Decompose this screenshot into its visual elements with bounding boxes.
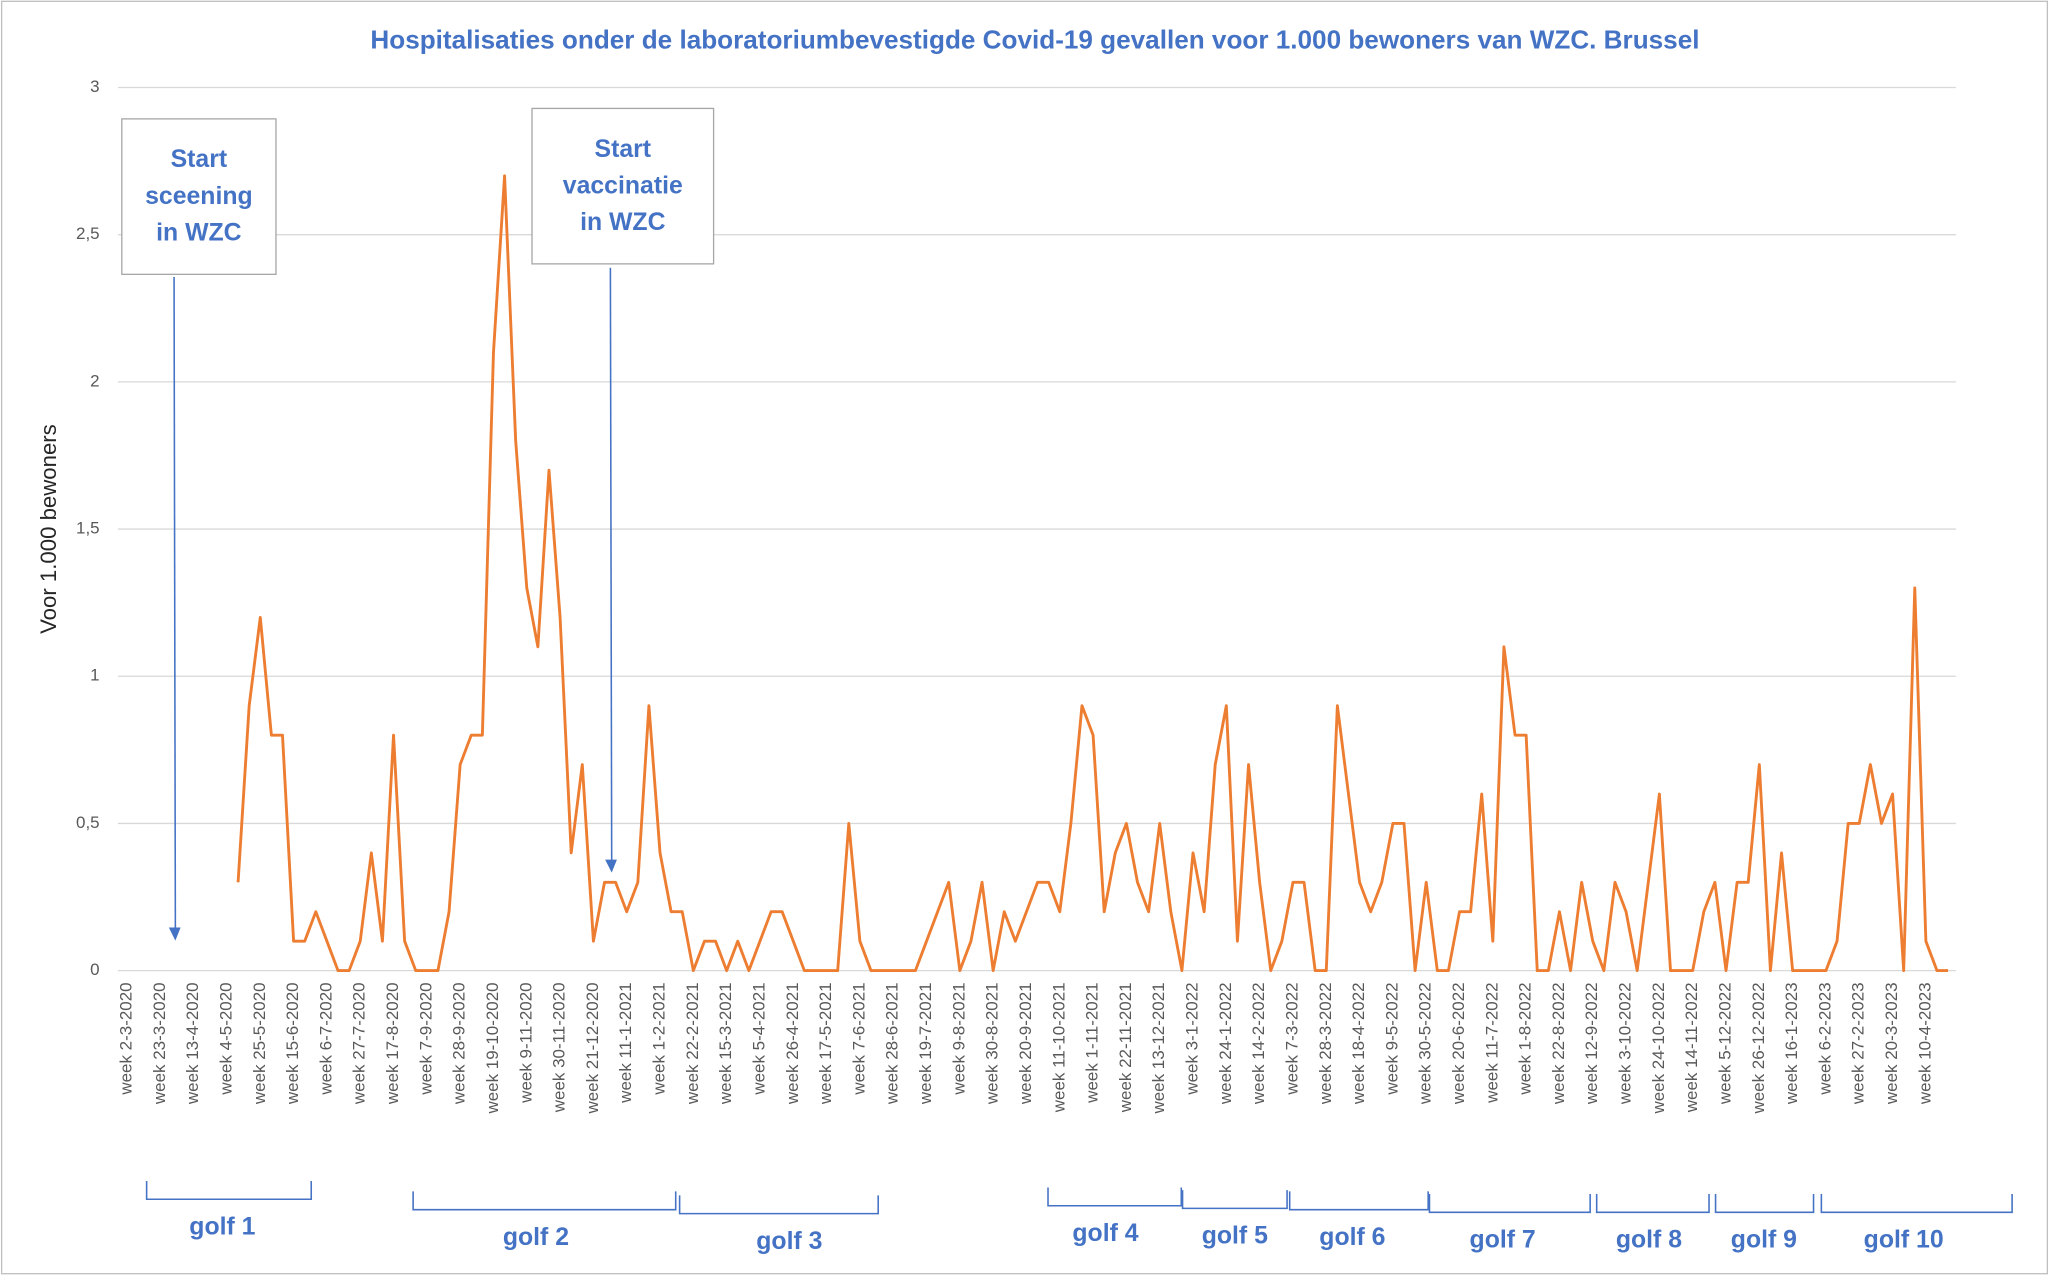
annotation-text: in WZC	[156, 219, 242, 246]
x-tick-label: week 17-8-2020	[383, 982, 402, 1105]
x-tick-label: week 9-8-2021	[949, 982, 968, 1095]
wave-label: golf 9	[1731, 1227, 1797, 1254]
x-tick-label: week 1-2-2021	[650, 982, 669, 1095]
x-tick-label: week 15-6-2020	[283, 982, 302, 1105]
x-tick-label: week 2-3-2020	[117, 982, 136, 1095]
annotation-text: in WZC	[580, 209, 666, 236]
x-tick-label: week 12-9-2022	[1582, 982, 1601, 1105]
x-tick-label: week 27-7-2020	[350, 982, 369, 1105]
wave-bracket	[678, 1195, 879, 1215]
x-tick-label: week 22-11-2021	[1116, 982, 1135, 1113]
wave-bracket	[1714, 1194, 1815, 1214]
wave-bracket	[1820, 1194, 2013, 1214]
x-tick-label: week 22-8-2022	[1549, 982, 1568, 1105]
x-tick-label: week 7-9-2020	[416, 982, 435, 1095]
x-tick-label: week 5-12-2022	[1715, 982, 1734, 1105]
x-tick-label: week 17-5-2021	[816, 982, 835, 1105]
x-tick-label: week 28-9-2020	[450, 982, 469, 1105]
annotation-box	[121, 118, 277, 275]
annotation-box	[531, 107, 715, 265]
x-tick-label: week 14-11-2022	[1682, 982, 1701, 1113]
wave-bracket	[145, 1180, 313, 1201]
x-tick-label: week 21-12-2020	[583, 982, 602, 1114]
x-tick-label: week 30-8-2021	[983, 982, 1002, 1105]
x-tick-label: week 11-7-2022	[1482, 982, 1501, 1103]
y-tick-label: 3	[90, 77, 99, 96]
annotation-text: Start	[595, 136, 652, 163]
wave-bracket	[1428, 1194, 1591, 1214]
x-tick-label: week 24-10-2022	[1649, 982, 1668, 1114]
y-tick-label: 1,5	[76, 519, 100, 538]
x-tick-label: week 7-6-2021	[849, 982, 868, 1095]
wave-label: golf 2	[503, 1224, 569, 1251]
wave-label: golf 3	[756, 1228, 822, 1255]
x-tick-label: week 1-11-2021	[1083, 982, 1102, 1103]
x-tick-label: week 16-1-2023	[1782, 982, 1801, 1105]
x-tick-label: week 1-8-2022	[1516, 982, 1535, 1095]
data-line	[236, 174, 1949, 973]
arrow-head	[605, 859, 617, 873]
x-tick-label: week 14-2-2022	[1249, 982, 1268, 1105]
x-tick-label: week 15-3-2021	[716, 982, 735, 1105]
y-tick-label: 0,5	[76, 813, 100, 832]
y-tick-label: 1	[90, 666, 99, 685]
wave-bracket	[1047, 1187, 1183, 1207]
y-tick-label: 2,5	[76, 224, 100, 243]
x-tick-label: week 26-12-2022	[1749, 982, 1768, 1114]
annotation-arrow	[609, 267, 613, 863]
wave-bracket	[1595, 1194, 1710, 1214]
x-tick-label: week 23-3-2020	[150, 982, 169, 1105]
y-tick-label: 0	[90, 960, 99, 979]
annotation-text: Start	[171, 146, 228, 173]
x-tick-label: week 28-6-2021	[883, 982, 902, 1105]
x-tick-label: week 19-7-2021	[916, 982, 935, 1105]
x-tick-label: week 13-12-2021	[1149, 982, 1168, 1114]
wave-bracket	[1288, 1191, 1429, 1211]
x-tick-label: week 28-3-2022	[1316, 982, 1335, 1105]
annotation-text: vaccinatie	[563, 172, 683, 199]
x-tick-label: week 3-1-2022	[1183, 982, 1202, 1095]
wave-bracket	[412, 1191, 677, 1211]
x-tick-label: week 27-2-2023	[1849, 982, 1868, 1105]
x-tick-label: week 7-3-2022	[1282, 982, 1301, 1095]
annotation-text: sceening	[145, 183, 253, 210]
x-tick-label: week 18-4-2022	[1349, 982, 1368, 1105]
wave-label: golf 10	[1864, 1227, 1944, 1254]
wave-label: golf 4	[1072, 1220, 1138, 1247]
x-tick-label: week 4-5-2020	[216, 982, 235, 1095]
arrow-head	[168, 927, 181, 941]
x-tick-label: week 10-4-2023	[1915, 982, 1934, 1105]
x-tick-label: week 30-5-2022	[1416, 982, 1435, 1105]
wave-label: golf 8	[1616, 1227, 1682, 1254]
x-tick-label: week 30-11-2020	[550, 982, 569, 1113]
x-tick-label: week 9-5-2022	[1382, 982, 1401, 1095]
x-tick-label: week 22-2-2021	[683, 982, 702, 1105]
x-tick-label: week 6-2-2023	[1815, 982, 1834, 1095]
x-tick-label: week 25-5-2020	[250, 982, 269, 1105]
x-tick-label: week 3-10-2022	[1616, 982, 1635, 1105]
x-tick-label: week 20-9-2021	[1016, 982, 1035, 1105]
wave-label: golf 7	[1470, 1227, 1536, 1254]
y-axis-title: Voor 1.000 bewoners	[36, 424, 61, 634]
y-tick-label: 2	[90, 371, 99, 390]
x-tick-label: week 19-10-2020	[483, 982, 502, 1114]
x-tick-label: week 6-7-2020	[316, 982, 335, 1095]
x-tick-label: week 20-3-2023	[1882, 982, 1901, 1105]
annotation-arrow	[173, 276, 177, 931]
wave-label: golf 1	[189, 1214, 255, 1241]
wave-label: golf 6	[1319, 1224, 1385, 1251]
wave-label: golf 5	[1202, 1223, 1268, 1250]
x-tick-label: week 11-10-2021	[1049, 982, 1068, 1113]
x-tick-label: week 13-4-2020	[183, 982, 202, 1105]
x-tick-label: week 11-1-2021	[616, 982, 635, 1103]
x-tick-label: week 9-11-2020	[516, 982, 535, 1103]
x-tick-label: week 5-4-2021	[749, 982, 768, 1095]
x-tick-label: week 24-1-2022	[1216, 982, 1235, 1105]
chart-title: Hospitalisaties onder de laboratoriumbev…	[370, 25, 1699, 55]
x-tick-label: week 26-4-2021	[783, 982, 802, 1105]
x-tick-label: week 20-6-2022	[1449, 982, 1468, 1105]
wave-bracket	[1181, 1190, 1288, 1210]
